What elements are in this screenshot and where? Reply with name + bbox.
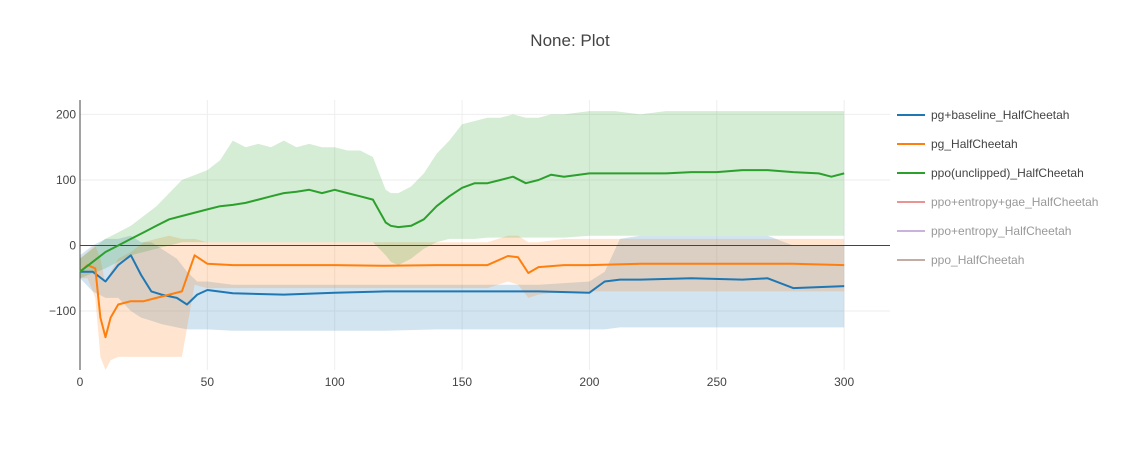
x-tick-label: 250 — [707, 375, 727, 389]
legend-item-label: pg_HalfCheetah — [931, 137, 1018, 151]
y-tick-label: 200 — [56, 107, 76, 121]
series-line — [79, 169, 845, 273]
series-band — [80, 235, 845, 370]
legend-item-label: ppo_HalfCheetah — [931, 253, 1024, 267]
legend-item-label: pg+baseline_HalfCheetah — [931, 108, 1069, 122]
legend-item-label: ppo+entropy+gae_HalfCheetah — [931, 195, 1098, 209]
x-tick-label: 50 — [201, 375, 215, 389]
x-tick-label: 300 — [834, 375, 854, 389]
y-tick-label: 100 — [56, 173, 76, 187]
legend-item-label: ppo(unclipped)_HalfCheetah — [931, 166, 1084, 180]
series-line — [80, 254, 845, 306]
y-tick-label: −100 — [49, 304, 76, 318]
chart-title: None: Plot — [530, 31, 610, 50]
x-tick-label: 0 — [77, 375, 84, 389]
x-tick-label: 150 — [452, 375, 472, 389]
x-tick-label: 100 — [325, 375, 345, 389]
x-tick-label: 200 — [579, 375, 599, 389]
legend-item-label: ppo+entropy_HalfCheetah — [931, 224, 1071, 238]
series-band — [80, 235, 845, 331]
series-band — [80, 111, 845, 279]
series-line — [79, 254, 845, 339]
y-tick-label: 0 — [69, 238, 76, 252]
